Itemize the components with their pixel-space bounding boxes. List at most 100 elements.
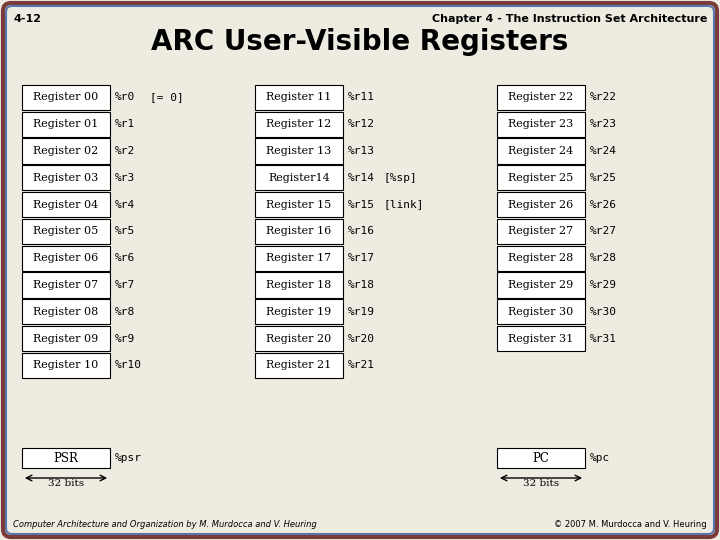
Text: [%sp]: [%sp] — [383, 173, 417, 183]
Text: %r20: %r20 — [348, 334, 375, 343]
Bar — [255, 353, 343, 378]
Text: Computer Architecture and Organization by M. Murdocca and V. Heuring: Computer Architecture and Organization b… — [13, 520, 317, 529]
Text: Register 30: Register 30 — [508, 307, 574, 317]
Text: %r26: %r26 — [590, 200, 617, 210]
Bar — [497, 246, 585, 271]
Bar — [497, 165, 585, 191]
Text: Register 04: Register 04 — [33, 200, 99, 210]
Text: %r15: %r15 — [348, 200, 375, 210]
Text: Chapter 4 - The Instruction Set Architecture: Chapter 4 - The Instruction Set Architec… — [431, 14, 707, 24]
Text: %r16: %r16 — [348, 226, 375, 237]
Text: %psr: %psr — [115, 453, 142, 463]
Text: Register 25: Register 25 — [508, 173, 574, 183]
Bar — [255, 246, 343, 271]
Bar — [497, 272, 585, 298]
Text: ARC User-Visible Registers: ARC User-Visible Registers — [151, 28, 569, 56]
Text: Register 17: Register 17 — [266, 253, 332, 263]
Text: Register 03: Register 03 — [33, 173, 99, 183]
Text: Register 28: Register 28 — [508, 253, 574, 263]
Text: %r5: %r5 — [115, 226, 135, 237]
Text: %r12: %r12 — [348, 119, 375, 129]
Text: Register 06: Register 06 — [33, 253, 99, 263]
Text: %r4: %r4 — [115, 200, 135, 210]
Text: Register 29: Register 29 — [508, 280, 574, 290]
Bar — [497, 85, 585, 110]
Text: %r21: %r21 — [348, 360, 375, 370]
Text: Register 08: Register 08 — [33, 307, 99, 317]
Bar — [497, 192, 585, 217]
Text: Register 05: Register 05 — [33, 226, 99, 237]
Bar — [497, 299, 585, 325]
Bar — [255, 219, 343, 244]
Text: Register 09: Register 09 — [33, 334, 99, 343]
Text: [= 0]: [= 0] — [150, 92, 184, 103]
Text: Register 22: Register 22 — [508, 92, 574, 103]
Text: %r7: %r7 — [115, 280, 135, 290]
Text: Register 12: Register 12 — [266, 119, 332, 129]
Bar — [22, 192, 110, 217]
Text: %r6: %r6 — [115, 253, 135, 263]
Text: %r8: %r8 — [115, 307, 135, 317]
Text: Register 31: Register 31 — [508, 334, 574, 343]
Text: Register 11: Register 11 — [266, 92, 332, 103]
Bar — [255, 138, 343, 164]
Text: Register 20: Register 20 — [266, 334, 332, 343]
Text: [link]: [link] — [383, 200, 423, 210]
Bar — [497, 111, 585, 137]
Text: %r29: %r29 — [590, 280, 617, 290]
Bar — [22, 219, 110, 244]
Bar — [255, 272, 343, 298]
Text: Register 19: Register 19 — [266, 307, 332, 317]
Text: %r0: %r0 — [115, 92, 135, 103]
Text: %r3: %r3 — [115, 173, 135, 183]
Bar — [22, 353, 110, 378]
Text: Register 02: Register 02 — [33, 146, 99, 156]
Text: Register 10: Register 10 — [33, 360, 99, 370]
Text: Register 21: Register 21 — [266, 360, 332, 370]
Text: %r27: %r27 — [590, 226, 617, 237]
Text: Register 24: Register 24 — [508, 146, 574, 156]
FancyBboxPatch shape — [3, 3, 717, 537]
Text: %r9: %r9 — [115, 334, 135, 343]
Text: %r30: %r30 — [590, 307, 617, 317]
Text: Register 15: Register 15 — [266, 200, 332, 210]
Bar — [255, 111, 343, 137]
Bar — [497, 448, 585, 468]
Bar — [22, 448, 110, 468]
Text: Register 27: Register 27 — [508, 226, 574, 237]
Text: %r13: %r13 — [348, 146, 375, 156]
Text: Register 23: Register 23 — [508, 119, 574, 129]
Text: %r10: %r10 — [115, 360, 142, 370]
Text: Register14: Register14 — [268, 173, 330, 183]
Text: %r17: %r17 — [348, 253, 375, 263]
Text: %r25: %r25 — [590, 173, 617, 183]
Bar — [255, 165, 343, 191]
Text: 4-12: 4-12 — [13, 14, 41, 24]
Text: Register 13: Register 13 — [266, 146, 332, 156]
Bar — [255, 192, 343, 217]
Bar — [22, 111, 110, 137]
Bar — [255, 326, 343, 351]
Text: %r28: %r28 — [590, 253, 617, 263]
Bar — [22, 272, 110, 298]
Text: %r31: %r31 — [590, 334, 617, 343]
Text: %r22: %r22 — [590, 92, 617, 103]
Text: %r24: %r24 — [590, 146, 617, 156]
Text: PSR: PSR — [53, 451, 78, 464]
Text: PC: PC — [533, 451, 549, 464]
Bar — [497, 138, 585, 164]
Bar — [497, 219, 585, 244]
Text: %r18: %r18 — [348, 280, 375, 290]
Bar — [255, 85, 343, 110]
Text: Register 26: Register 26 — [508, 200, 574, 210]
Bar — [497, 326, 585, 351]
Text: Register 18: Register 18 — [266, 280, 332, 290]
Text: %r1: %r1 — [115, 119, 135, 129]
Text: %r2: %r2 — [115, 146, 135, 156]
Text: Register 00: Register 00 — [33, 92, 99, 103]
Text: 32 bits: 32 bits — [48, 479, 84, 488]
Text: 32 bits: 32 bits — [523, 479, 559, 488]
Bar — [22, 138, 110, 164]
Text: %r23: %r23 — [590, 119, 617, 129]
Text: Register 01: Register 01 — [33, 119, 99, 129]
